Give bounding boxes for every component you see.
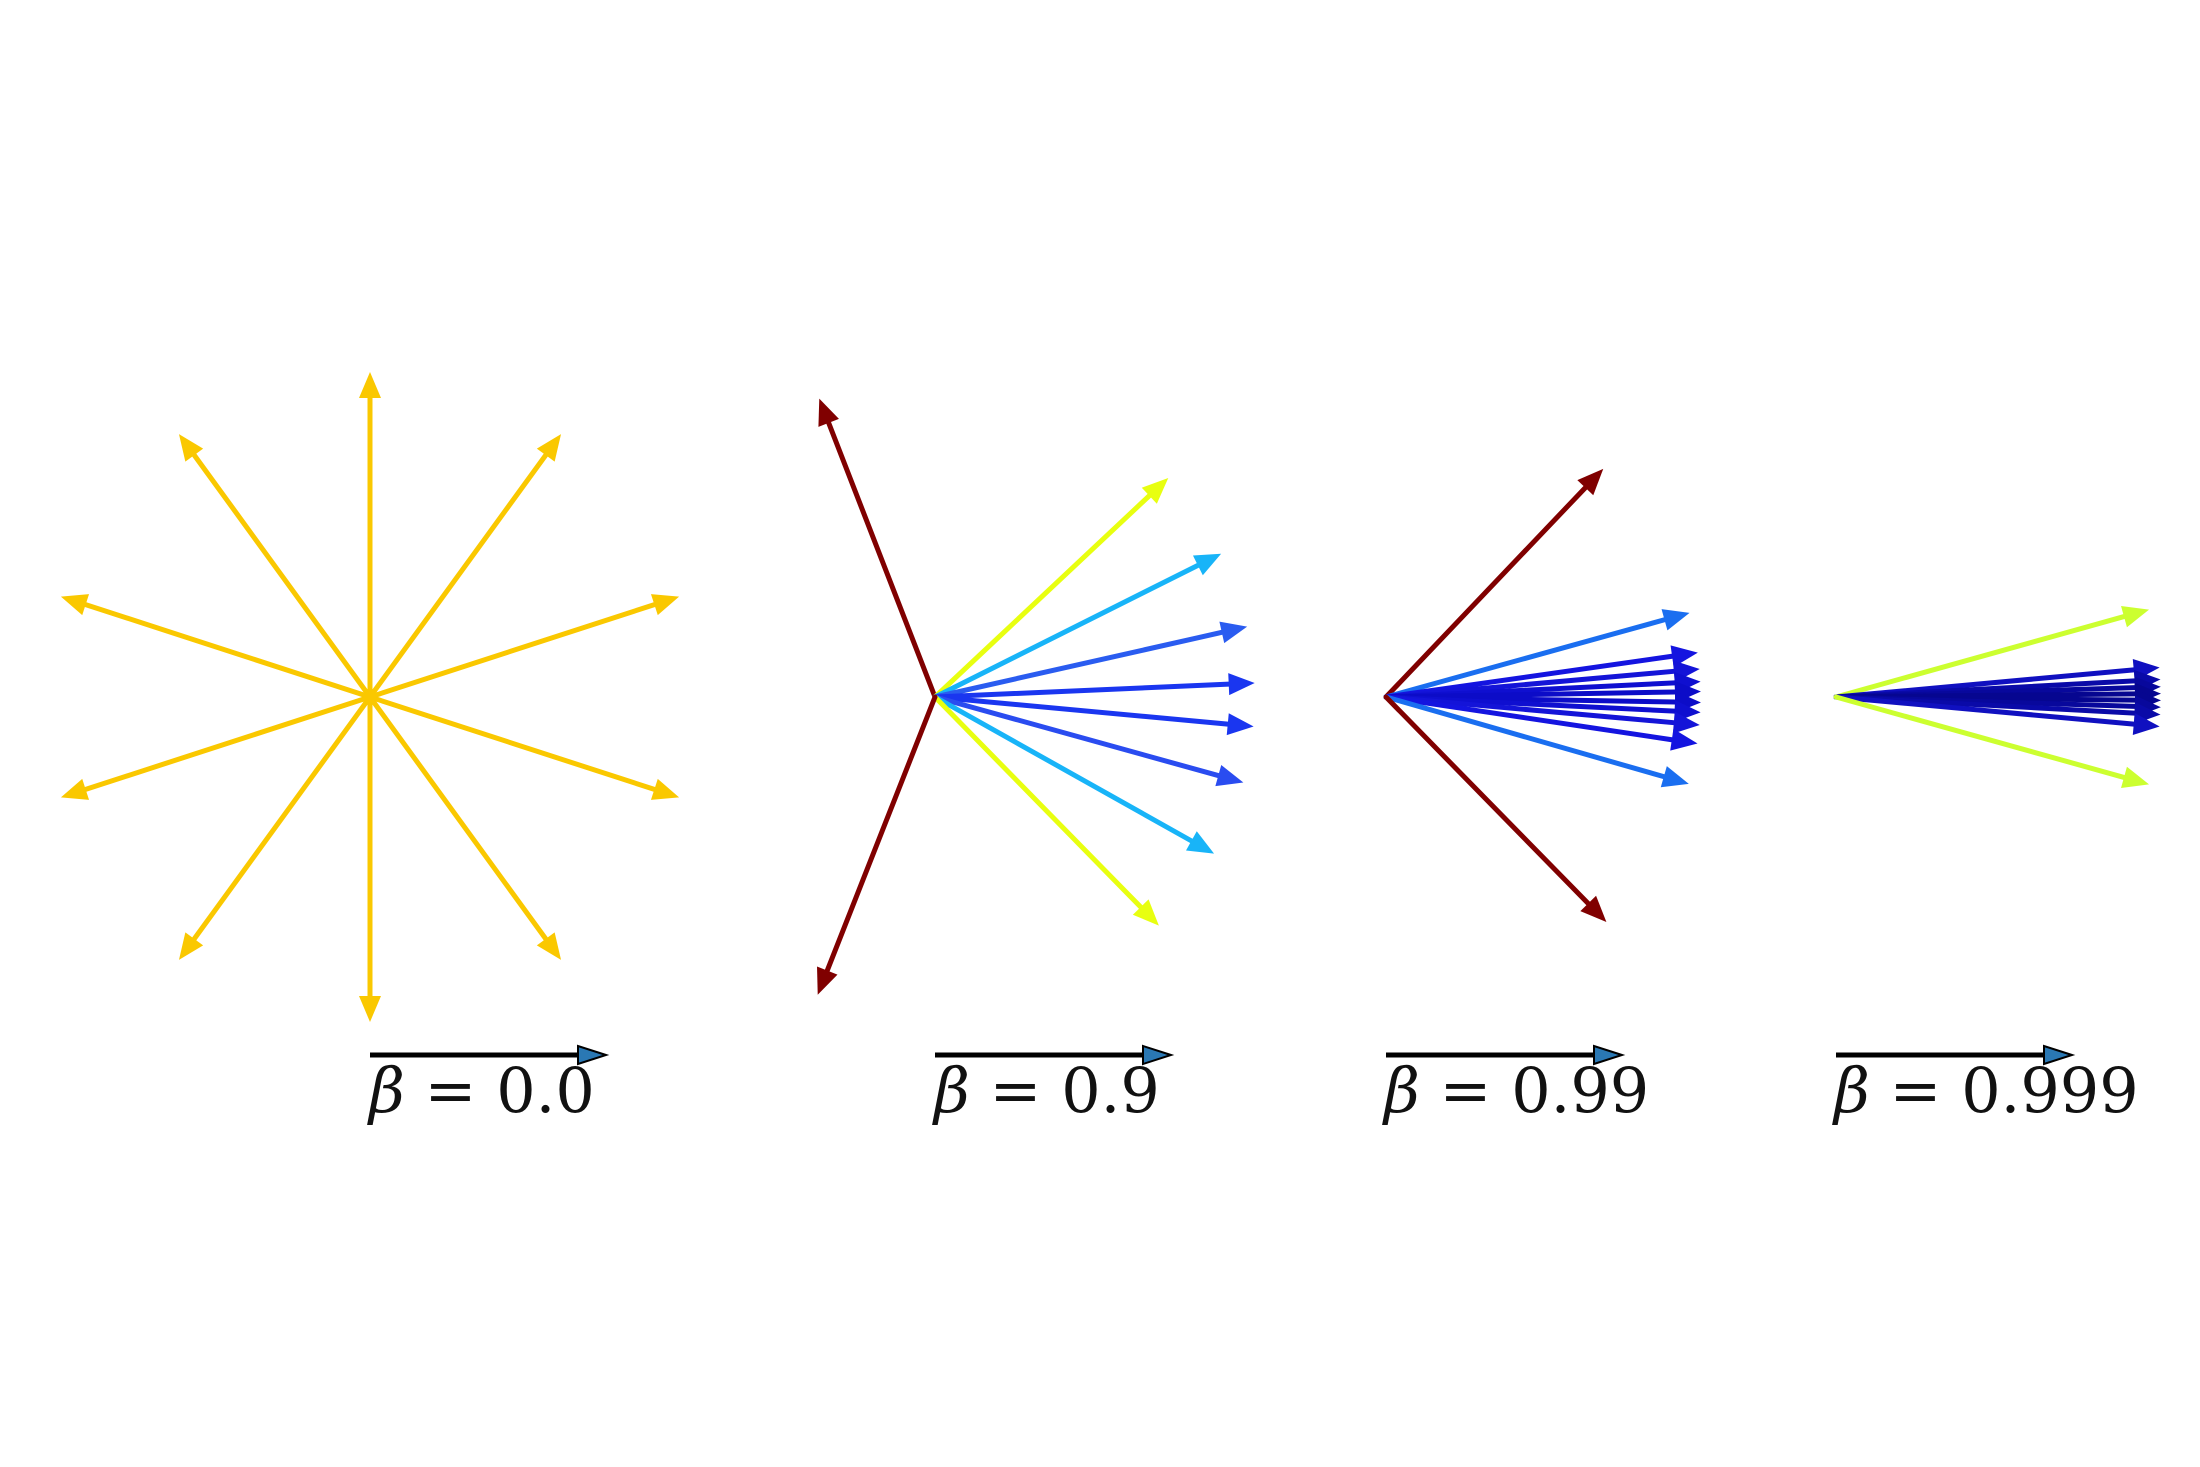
ray-arrow-10-shaft: [1383, 694, 1667, 780]
ray-arrow-9-head: [178, 434, 204, 462]
ray-arrow-1-shaft: [367, 452, 549, 700]
ray-arrow-2-head: [1192, 553, 1222, 576]
ray-arrow-4-shaft: [367, 694, 549, 942]
ray-arrow-3-shaft: [932, 629, 1225, 700]
beta-symbol: β: [1384, 1054, 1420, 1127]
ray-arrow-2-shaft: [932, 562, 1201, 700]
panel-beta-0.9: [817, 398, 1255, 1066]
ray-arrow-8-head: [60, 594, 90, 616]
ray-arrow-5-head: [1226, 713, 1254, 736]
ray-arrow-2-shaft: [1383, 653, 1675, 700]
ray-arrow-2-shaft: [367, 602, 657, 700]
beta-symbol: β: [369, 1054, 405, 1127]
beta-label-1: β = 0.9: [934, 1060, 1160, 1122]
ray-arrow-5-shaft: [932, 694, 1231, 727]
velocity-arrow-head: [2043, 1044, 2076, 1066]
ray-arrow-6-head: [178, 932, 204, 960]
beta-symbol: β: [934, 1054, 970, 1127]
beta-label-2: β = 0.99: [1384, 1060, 1649, 1122]
beta-label-0: β = 0.0: [369, 1060, 595, 1122]
ray-arrow-0-head: [818, 398, 839, 427]
ray-arrow-3-head: [1219, 621, 1248, 644]
ray-arrow-11-head: [1580, 895, 1607, 923]
ray-arrow-0-shaft: [1383, 485, 1588, 700]
ray-arrow-8-shaft: [83, 602, 373, 700]
velocity-arrow-head: [577, 1044, 610, 1066]
ray-arrow-9-shaft: [191, 452, 373, 700]
ray-arrow-8-head: [1672, 711, 1700, 734]
beta-symbol: β: [1834, 1054, 1870, 1127]
ray-arrow-9-head: [2121, 766, 2150, 789]
ray-arrow-10-head: [1660, 766, 1689, 788]
ray-arrow-0-shaft: [826, 420, 938, 700]
ray-arrow-11-shaft: [1383, 694, 1591, 906]
ray-arrow-8-shaft: [1833, 694, 2137, 727]
ray-arrow-1-head: [536, 434, 562, 462]
ray-arrow-9-shaft: [824, 694, 938, 974]
ray-arrow-7-shaft: [932, 694, 1194, 844]
ray-arrow-8-shaft: [1383, 694, 1677, 726]
ray-arrow-4-head: [536, 932, 562, 960]
ray-arrow-8-head: [2132, 713, 2160, 736]
ray-arrow-9-head: [817, 966, 838, 995]
panel-beta-0.999: [1833, 605, 2161, 1066]
ray-arrow-0-shaft: [1833, 614, 2127, 700]
velocity-arrow-head: [1142, 1044, 1175, 1066]
ray-arrow-6-head: [1215, 764, 1244, 787]
ray-arrow-4-head: [1228, 673, 1255, 696]
panel-beta-0: [60, 372, 680, 1066]
ray-arrow-2-head: [1670, 645, 1698, 668]
ray-arrow-2-head: [650, 594, 680, 616]
ray-arrow-7-shaft: [83, 694, 373, 792]
ray-arrow-7-head: [60, 778, 90, 800]
ray-arrow-3-shaft: [367, 694, 657, 792]
panel-beta-0.99: [1383, 468, 1701, 1066]
ray-arrow-9-head: [1670, 728, 1698, 751]
beta-value-text: = 0.999: [1869, 1054, 2139, 1127]
ray-arrow-1-shaft: [1383, 617, 1667, 700]
ray-arrow-1-shaft: [932, 493, 1152, 700]
beta-value-text: = 0.99: [1419, 1054, 1650, 1127]
beta-label-3: β = 0.999: [1834, 1060, 2139, 1122]
ray-arrow-6-shaft: [932, 694, 1221, 779]
ray-arrow-0-head: [1577, 468, 1604, 496]
ray-arrow-5-head: [359, 996, 381, 1022]
ray-arrow-8-head: [1132, 899, 1159, 926]
velocity-arrow-head: [1593, 1044, 1626, 1066]
ray-arrow-9-shaft: [1833, 694, 2127, 780]
beta-value-text: = 0.0: [404, 1054, 595, 1127]
ray-arrow-1-head: [1141, 477, 1169, 504]
ray-arrow-1-head: [1661, 609, 1690, 631]
ray-arrow-7-head: [1186, 831, 1215, 854]
ray-arrow-8-shaft: [932, 694, 1144, 910]
beta-value-text: = 0.9: [969, 1054, 1160, 1127]
ray-arrow-6-shaft: [191, 694, 373, 942]
ray-arrow-3-head: [650, 778, 680, 800]
ray-arrow-4-shaft: [932, 681, 1232, 700]
ray-arrow-9-shaft: [1383, 694, 1675, 743]
ray-arrow-0-head: [2121, 605, 2150, 628]
ray-arrow-0-head: [359, 372, 381, 398]
